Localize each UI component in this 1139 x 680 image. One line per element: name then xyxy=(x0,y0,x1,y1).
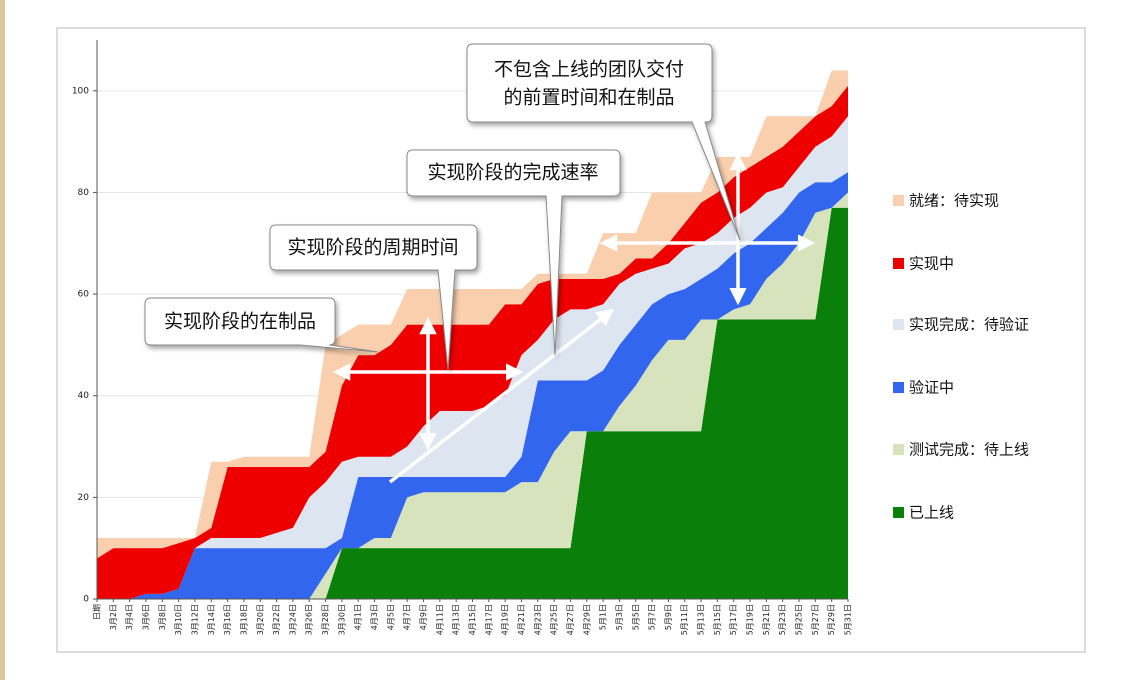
x-tick-label: 4月19日 xyxy=(501,604,510,635)
x-tick-label: 3月6日 xyxy=(141,604,150,630)
legend-label: 就绪：待实现 xyxy=(909,192,999,210)
x-tick-label: 5月27日 xyxy=(811,604,820,635)
x-tick-label: 3月18日 xyxy=(239,604,248,635)
x-tick-label: 3月30日 xyxy=(337,604,346,635)
y-tick-label: 40 xyxy=(78,391,90,401)
callout-box xyxy=(269,224,478,371)
annotation: 的前置时间和在制品 xyxy=(503,87,674,109)
legend-label: 验证中 xyxy=(909,379,954,397)
area xyxy=(97,192,848,600)
annotation: 不包含上线的团队交付 xyxy=(494,59,684,81)
x-tick-label: 4月5日 xyxy=(386,604,395,630)
x-tick-label: 4月29日 xyxy=(582,604,591,635)
legend-swatch xyxy=(893,195,904,206)
areas xyxy=(97,70,848,600)
legend-swatch xyxy=(893,258,904,269)
area xyxy=(97,207,848,599)
x-tick-label: 5月21日 xyxy=(762,604,771,635)
legend-swatch xyxy=(893,507,904,518)
x-tick-label: 4月27日 xyxy=(566,604,575,635)
x-tick-label: 3月28日 xyxy=(321,604,330,635)
x-tick-label: 3月20日 xyxy=(256,604,265,635)
x-tick-label: 3月14日 xyxy=(207,604,216,635)
callout-shape xyxy=(144,43,741,371)
x-tick-label: 5月19日 xyxy=(746,604,755,635)
y-tick-label: 60 xyxy=(78,290,90,300)
x-tick-label: 3月8日 xyxy=(158,604,167,630)
x-tick-label: 3月10日 xyxy=(174,604,183,635)
legend-label: 已上线 xyxy=(909,504,954,522)
arrows xyxy=(332,152,816,484)
callout-box xyxy=(144,297,379,353)
annotation: 实现阶段的周期时间 xyxy=(287,237,458,259)
legend-swatch xyxy=(893,382,904,393)
x-tick-label: 5月13日 xyxy=(697,604,706,635)
legend-label: 测试完成：待上线 xyxy=(909,441,1029,459)
x-tick-label: 4月21日 xyxy=(517,604,526,635)
arrow xyxy=(388,308,615,484)
x-tick-label: 3月2日 xyxy=(109,604,118,630)
x-tick-label: 5月1日 xyxy=(599,604,608,630)
x-tick-label: 4月11日 xyxy=(435,604,444,635)
x-tick-label: 4月17日 xyxy=(484,604,493,635)
x-tick-label: 4月25日 xyxy=(550,604,559,635)
annotation: 实现阶段的完成速率 xyxy=(427,162,598,184)
axes: 0 20 40 60 80 100 日期 3月2日 3月4日 3月6日 3月8日 3月10日 3月12日… xyxy=(72,40,853,635)
x-tick-label: 3月12日 xyxy=(190,604,199,635)
area xyxy=(97,70,848,559)
callout-box xyxy=(406,149,621,356)
x-tick-label: 5月5日 xyxy=(631,604,640,630)
x-tick-label: 5月23日 xyxy=(778,604,787,635)
x-tick-label: 4月23日 xyxy=(533,604,542,635)
x-tick-label: 5月3日 xyxy=(615,604,624,630)
x-tick-label: 3月4日 xyxy=(125,604,134,630)
x-tick-label: 5月7日 xyxy=(648,604,657,630)
x-tick-label: 5月29日 xyxy=(827,604,836,635)
x-tick-label: 4月13日 xyxy=(452,604,461,635)
x-tick-label: 5月9日 xyxy=(664,604,673,630)
y-tick-label: 100 xyxy=(72,86,89,96)
x-tick-label: 5月31日 xyxy=(844,604,853,635)
y-tick-label: 80 xyxy=(78,188,90,198)
callout-box xyxy=(466,43,741,241)
x-tick-label: 3月22日 xyxy=(272,604,281,635)
y-tick-label: 0 xyxy=(83,595,89,605)
area xyxy=(97,85,848,599)
x-tick-label: 3月24日 xyxy=(288,604,297,635)
legend-swatch xyxy=(893,444,904,455)
x-tick-label: 3月26日 xyxy=(305,604,314,635)
legend-label: 实现中 xyxy=(909,255,954,273)
x-tick-label: 5月17日 xyxy=(729,604,738,635)
annotation: 实现阶段的在制品 xyxy=(164,311,316,333)
x-tick-label: 5月15日 xyxy=(713,604,722,635)
x-tick-label: 4月1日 xyxy=(354,604,363,630)
x-tick-label: 4月7日 xyxy=(403,604,412,630)
x-tick-label: 3月16日 xyxy=(223,604,232,635)
y-tick-label: 20 xyxy=(78,493,90,503)
x-tick-label: 4月9日 xyxy=(419,604,428,630)
left-stripe xyxy=(0,0,5,680)
callouts: 实现阶段的在制品 实现阶段的周期时间 实现阶段的完成速率 不包含上线的团队交付的前置时… xyxy=(144,43,741,371)
x-tick-label: 5月11日 xyxy=(680,604,689,635)
x-tick-label: 5月25日 xyxy=(795,604,804,635)
x-tick-label: 4月15日 xyxy=(468,604,477,635)
legend-label: 实现完成：待验证 xyxy=(909,316,1029,334)
x-tick-label: 日期 xyxy=(93,604,102,620)
x-tick-label: 4月3日 xyxy=(370,604,379,630)
legend-swatch xyxy=(893,319,904,330)
